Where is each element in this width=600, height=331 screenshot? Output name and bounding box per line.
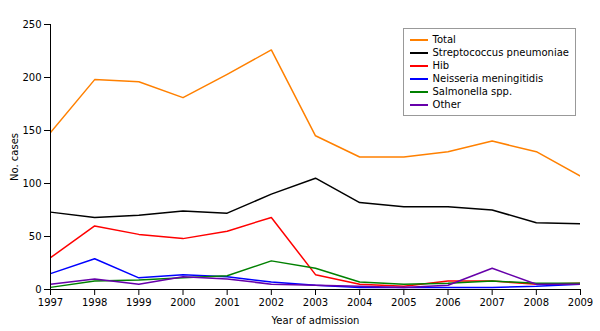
svg-text:1997: 1997 [38, 297, 63, 308]
svg-text:1999: 1999 [126, 297, 151, 308]
html-text:Salmonella spp.: Salmonella spp. [432, 86, 513, 97]
svg-text:2003: 2003 [303, 297, 328, 308]
svg-text:2004: 2004 [347, 297, 372, 308]
svg-text:0: 0 [35, 284, 41, 295]
html-text:Streptococcus pneumoniae: Streptococcus pneumoniae [432, 47, 569, 58]
svg-text:2007: 2007 [479, 297, 504, 308]
html-text:Total: Total [432, 34, 456, 45]
svg-text:2005: 2005 [391, 297, 416, 308]
svg-text:2002: 2002 [259, 297, 284, 308]
svg-text:2009: 2009 [568, 297, 593, 308]
svg-text:Year of admission: Year of admission [271, 315, 360, 326]
svg-text:2000: 2000 [170, 297, 195, 308]
svg-text:200: 200 [22, 72, 41, 83]
svg-text:150: 150 [22, 125, 41, 136]
svg-text:2006: 2006 [435, 297, 460, 308]
svg-text:250: 250 [22, 19, 41, 30]
svg-text:No. cases: No. cases [9, 133, 20, 181]
svg-text:1998: 1998 [82, 297, 107, 308]
svg-text:50: 50 [29, 231, 42, 242]
svg-text:2001: 2001 [214, 297, 239, 308]
html-text:Other: Other [432, 99, 461, 110]
html-text:Neisseria meningitidis: Neisseria meningitidis [432, 73, 544, 84]
html-text:Hib: Hib [432, 60, 450, 71]
svg-text:100: 100 [22, 178, 41, 189]
svg-text:2008: 2008 [524, 297, 549, 308]
